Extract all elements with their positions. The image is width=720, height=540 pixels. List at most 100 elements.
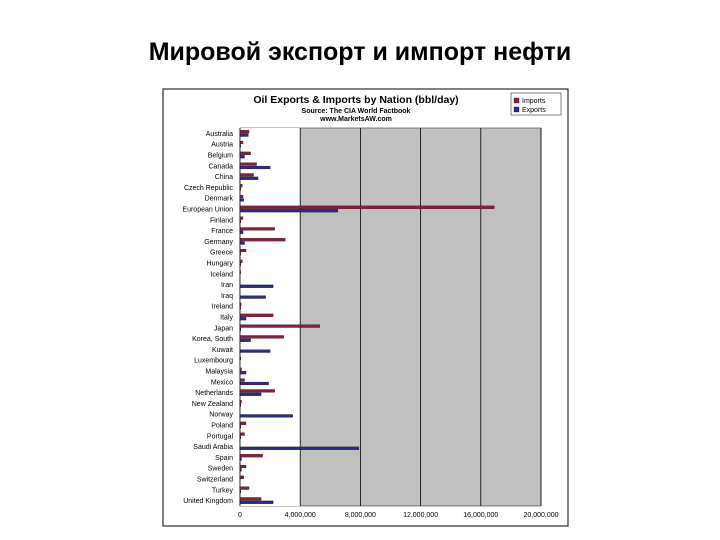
- bar-imports: [239, 454, 263, 458]
- category-label: Australia: [206, 131, 233, 138]
- bar-exports: [239, 327, 241, 332]
- category-label: Saudi Arabia: [193, 444, 233, 451]
- bar-exports: [239, 155, 245, 159]
- bar-exports: [239, 230, 244, 234]
- category-label: Belgium: [208, 153, 233, 160]
- bar-imports: [239, 216, 244, 220]
- bar-imports: [239, 432, 245, 436]
- bar-exports: [239, 144, 241, 148]
- category-label: Japan: [214, 325, 233, 332]
- x-tick-label: 4,000,000: [285, 512, 316, 519]
- bar-exports: [239, 317, 247, 321]
- bar-exports: [239, 187, 241, 191]
- category-label: Malaysia: [205, 369, 233, 376]
- bar-imports: [239, 313, 274, 317]
- legend-swatch: [513, 97, 520, 104]
- bar-imports: [239, 335, 284, 339]
- bar-exports: [239, 133, 249, 137]
- category-label: Netherlands: [195, 390, 233, 397]
- bar-imports: [239, 259, 243, 263]
- bar-exports: [239, 392, 262, 396]
- bar-imports: [239, 130, 250, 134]
- bar-imports: [239, 227, 275, 231]
- legend-label: Exports: [522, 107, 546, 114]
- bar-imports: [239, 378, 245, 382]
- legend-box: [510, 92, 562, 116]
- category-label: Greece: [210, 250, 233, 257]
- bar-exports: [239, 349, 271, 353]
- x-tick-label: 20,000,000: [523, 512, 558, 519]
- bar-exports: [239, 435, 241, 440]
- bar-imports: [239, 497, 262, 501]
- category-label: Turkey: [212, 487, 234, 494]
- category-labels: Australia Austria Belgium Canada China Czech …: [182, 131, 233, 505]
- legend-swatch: [513, 106, 520, 113]
- bar-imports: [239, 400, 242, 404]
- category-label: France: [211, 228, 233, 235]
- bar-imports: [239, 367, 242, 371]
- category-label: Korea, South: [192, 336, 233, 343]
- category-label: Switzerland: [197, 477, 233, 484]
- category-label: Italy: [220, 315, 233, 322]
- bar-exports: [239, 457, 242, 461]
- category-label: Norway: [209, 412, 233, 419]
- x-tick-labels: 0 4,000,000 8,000,000 12,000,000 16,000,000 2…: [238, 512, 559, 519]
- bar-imports: [239, 302, 242, 307]
- bar-exports: [239, 219, 241, 224]
- bar-imports: [239, 464, 247, 469]
- bar-exports: [239, 241, 245, 245]
- chart-legend: Imports Exports: [510, 92, 562, 116]
- bar-exports: [239, 198, 244, 202]
- category-label: Spain: [215, 455, 233, 462]
- bar-exports: [239, 403, 241, 407]
- bar-imports: [239, 475, 244, 479]
- bar-imports: [239, 486, 250, 490]
- category-label: Czech Republic: [184, 185, 234, 192]
- bar-exports: [239, 306, 241, 310]
- bar-exports: [239, 263, 241, 267]
- bar-imports: [239, 162, 257, 166]
- category-label: European Union: [182, 207, 233, 214]
- bar-imports: [239, 205, 495, 209]
- category-label: Mexico: [211, 379, 233, 386]
- category-label: Canada: [208, 163, 233, 170]
- bar-exports: [239, 500, 274, 504]
- bar-exports: [239, 381, 269, 386]
- bar-group: [239, 130, 495, 504]
- plot-white-band: [240, 128, 301, 506]
- bar-imports: [239, 140, 244, 145]
- legend-label: Imports: [522, 98, 546, 105]
- bar-imports: [239, 238, 286, 242]
- category-label: Iraq: [221, 293, 233, 300]
- x-tick-label: 8,000,000: [345, 512, 376, 519]
- chart-title: Oil Exports & Imports by Nation (bbl/day…: [253, 94, 458, 106]
- bar-exports: [239, 371, 247, 375]
- slide-title: Мировой экспорт и импорт нефти: [148, 38, 572, 66]
- bar-imports: [239, 389, 275, 393]
- bar-exports: [239, 338, 251, 342]
- x-tick-label: 16,000,000: [463, 512, 498, 519]
- category-label: Ireland: [212, 304, 234, 311]
- category-label: Denmark: [205, 196, 234, 203]
- bar-imports: [239, 184, 243, 188]
- category-label: Finland: [210, 217, 233, 224]
- bar-exports: [239, 165, 271, 170]
- bar-imports: [239, 324, 320, 328]
- chart-subtitle: Source: The CIA World Factbook: [302, 108, 411, 115]
- bar-exports: [239, 446, 360, 450]
- bar-exports: [239, 252, 241, 256]
- category-label: Portugal: [207, 433, 234, 440]
- category-label: Germany: [204, 239, 233, 246]
- bar-imports: [239, 356, 241, 361]
- category-label: New Zealand: [192, 401, 233, 408]
- x-gridlines: [239, 128, 542, 506]
- category-label: Luxembourg: [194, 358, 233, 365]
- bar-imports: [239, 194, 244, 199]
- category-label: United Kingdom: [183, 498, 233, 505]
- bar-exports: [239, 284, 274, 288]
- bar-exports: [239, 468, 242, 472]
- category-label: China: [215, 174, 233, 181]
- bar-imports: [239, 421, 247, 425]
- category-label: Sweden: [208, 466, 233, 473]
